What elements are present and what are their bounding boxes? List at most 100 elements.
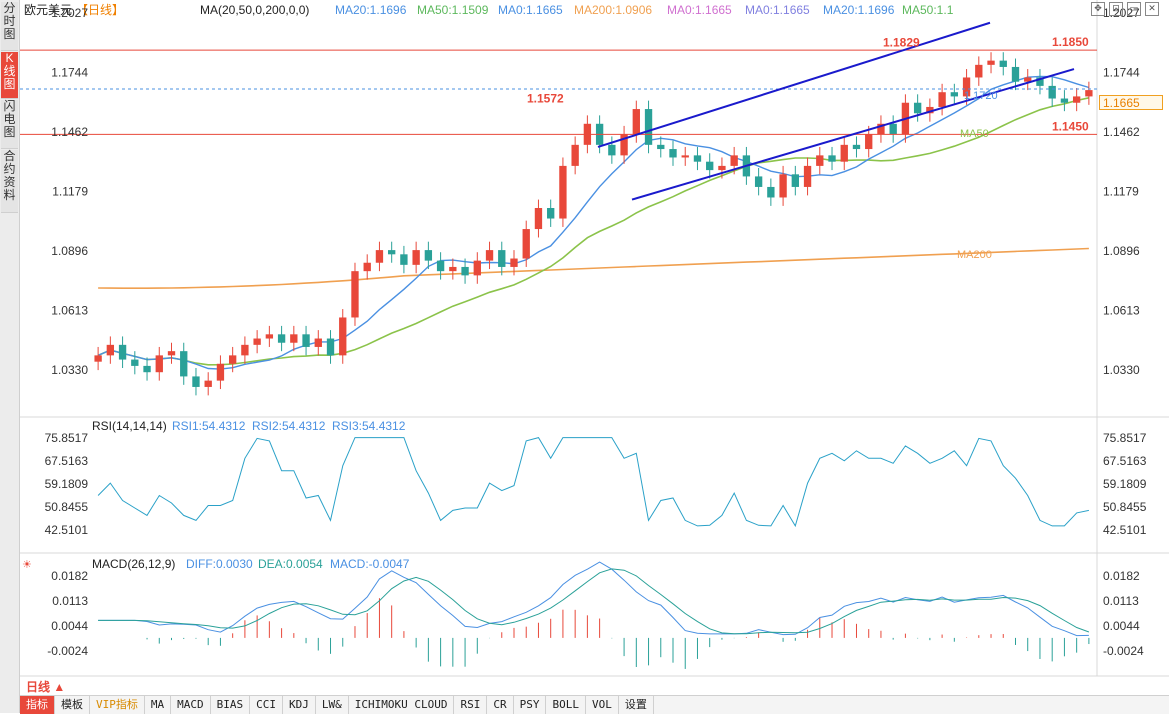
price-tick-left: 1.1744 [51,65,88,79]
candle-body [791,174,799,187]
indicator-button-2[interactable]: VIP指标 [90,696,145,714]
candle-body [657,144,665,150]
indicator-button-1[interactable]: 模板 [55,696,90,714]
candle-body [106,344,115,356]
candle-body [865,134,873,150]
candle-body [118,344,127,360]
ma-label: MA(20,50,0,200,0,0) [200,3,309,17]
indicator-button-14[interactable]: VOL [586,696,619,714]
macd-tick-left: 0.0182 [51,569,88,583]
indicator-button-9[interactable]: ICHIMOKU CLOUD [349,696,455,714]
candle-body [559,165,567,219]
left-tab-2[interactable]: 闪电图 [1,100,18,149]
zoom-icon[interactable]: ⊡ [1109,2,1123,16]
ma20-tag: 1.1720 [964,90,998,102]
candle-body [803,165,812,187]
ma50-line [97,97,1090,366]
candle-body [522,229,530,259]
candle-body [498,250,506,267]
indicator-button-10[interactable]: RSI [454,696,488,714]
prior-high-label: 1.1572 [527,92,564,106]
candle-body [852,144,861,150]
candle-body [326,338,335,356]
channel-upper-line [597,21,991,148]
candle-body [644,109,653,145]
candle-body [375,250,384,263]
symbol-label: 欧元美元 [24,3,72,17]
indicator-button-11[interactable]: CR [487,696,514,714]
candle-body [1036,77,1044,86]
candle-body [131,359,139,366]
indicator-button-8[interactable]: LW& [316,696,349,714]
rsi-line [97,437,1090,528]
macd-tick-right: 0.0044 [1103,619,1140,633]
indicator-button-15[interactable]: 设置 [619,696,654,714]
period-selector-button[interactable]: 日线 ▲ [26,680,66,694]
left-tab-3[interactable]: 合约资料 [1,150,18,213]
window-icon[interactable]: ▭ [1127,2,1141,16]
move-icon[interactable]: ✥ [1091,2,1105,16]
rsi-value-1: RSI2:54.4312 [252,419,326,433]
candle-body [926,106,934,114]
indicator-button-12[interactable]: PSY [514,696,547,714]
ma50-tag: MA50 [960,128,989,140]
current-price-tag: 1.1665 [1099,95,1163,110]
indicator-button-3[interactable]: MA [145,696,172,714]
candle-body [204,380,212,387]
ma-value-2: MA0:1.1665 [498,3,563,17]
candle-body [277,334,286,343]
candle-body [1072,96,1081,103]
macd-panel[interactable] [98,561,1090,669]
candle-body [180,351,188,377]
left-tab-1[interactable]: K线图 [1,52,18,99]
indicator-button-7[interactable]: KDJ [283,696,316,714]
candle-body [388,250,396,255]
ma-value-7: MA50:1.1 [902,3,954,17]
rsi-panel[interactable] [97,437,1090,528]
candle-body [950,92,959,97]
macd-tick-left: 0.0113 [52,594,88,608]
candle-body [779,174,787,198]
rsi-value-2: RSI3:54.4312 [332,419,406,433]
price-tick-right: 1.1179 [1103,184,1139,198]
price-tick-right: 1.0613 [1103,304,1140,318]
peak-label: 1.1829 [883,36,920,50]
support-label: 1.1450 [1052,119,1089,133]
candle-body [693,155,702,162]
candle-body [94,355,102,362]
indicator-button-13[interactable]: BOLL [546,696,586,714]
macd-diff-line [98,561,1089,637]
close-icon[interactable]: ✕ [1145,2,1159,16]
resistance-label: 1.1850 [1052,35,1089,49]
candle-body [351,271,359,318]
candle-body [877,123,885,135]
candle-body [228,355,237,364]
main-price-panel[interactable] [20,21,1097,396]
candle-body [265,334,274,339]
candle-body [510,258,518,267]
ma-value-0: MA20:1.1696 [335,3,407,17]
price-tick-left: 1.2027 [51,6,88,20]
rsi-label: RSI(14,14,14) [92,419,167,433]
left-tab-0[interactable]: 分时图 [1,2,18,51]
macd-dea-line [98,568,1090,635]
indicator-button-4[interactable]: MACD [171,696,211,714]
candle-body [816,155,824,166]
candle-body [1048,85,1056,99]
indicator-button-6[interactable]: CCI [250,696,283,714]
candle-body [241,344,249,356]
period-label: 【日线】 [76,3,124,17]
rsi-tick-left: 50.8455 [45,500,89,514]
candle-body [681,155,689,158]
chart-text-layer: 欧元美元 【日线】 MA(20,50,0,200,0,0) MA20:1.1696 MA… [22,3,1147,658]
ma-value-6: MA20:1.1696 [823,3,895,17]
indicator-button-0[interactable]: 指标 [20,696,55,714]
price-tick-right: 1.1744 [1103,65,1140,79]
rsi-tick-right: 50.8455 [1103,500,1147,514]
indicator-button-5[interactable]: BIAS [211,696,251,714]
price-tick-left: 1.0613 [51,304,88,318]
panel-tool-icons: ✥ ⊡ ▭ ✕ [1091,2,1159,16]
candle-body [1085,90,1093,97]
candle-body [913,102,922,114]
candle-body [1024,77,1032,82]
